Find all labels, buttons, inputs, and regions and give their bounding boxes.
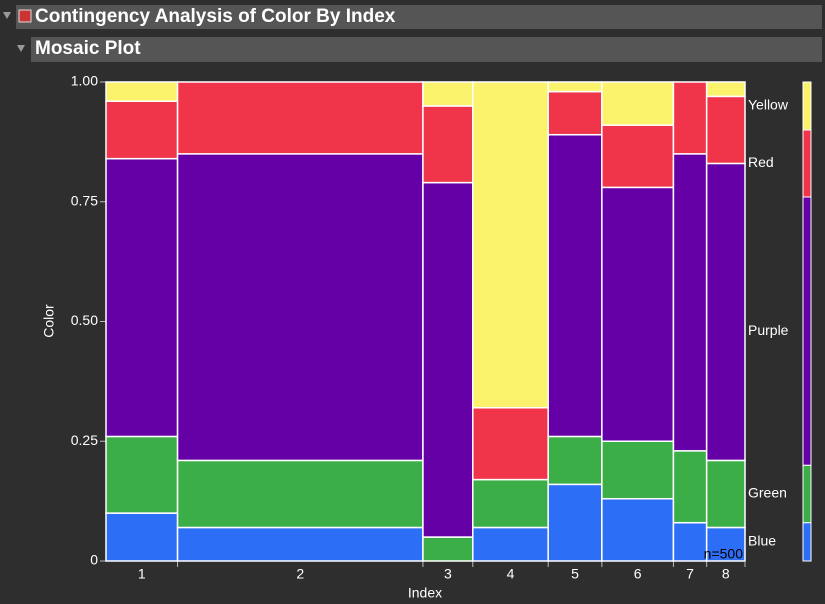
mosaic-cell	[601, 440, 675, 500]
collapse-icon[interactable]	[17, 45, 25, 52]
mosaic-cell	[672, 81, 708, 155]
mosaic-cell	[422, 81, 474, 107]
legend-label: Purple	[748, 322, 789, 338]
mosaic-cell	[472, 81, 549, 409]
legend-label: Green	[748, 485, 787, 501]
y-tick-label: 1.00	[71, 73, 98, 89]
x-tick-label: 7	[686, 566, 694, 582]
mosaic-cell	[547, 435, 603, 486]
mosaic-cell	[705, 162, 746, 462]
mosaic-cell	[705, 459, 746, 529]
mosaic-cell	[601, 124, 675, 189]
legend-label: Blue	[748, 533, 776, 549]
section-bar	[31, 37, 822, 62]
mosaic-cell	[547, 483, 603, 562]
mosaic-cell	[672, 521, 708, 562]
x-axis-title: Index	[408, 585, 442, 601]
margin-cell	[802, 464, 812, 524]
mosaic-cell	[105, 81, 179, 102]
section-title: Mosaic Plot	[35, 38, 141, 59]
mosaic-cell	[601, 497, 675, 562]
mosaic-cell	[601, 186, 675, 442]
chart-title: Contingency Analysis of Color By Index	[35, 6, 396, 27]
y-tick-label: 0.75	[71, 192, 98, 208]
menu-icon[interactable]	[18, 9, 32, 23]
mosaic-cell	[705, 81, 746, 98]
mosaic-cell	[176, 459, 424, 529]
y-tick-label: 0	[90, 552, 98, 568]
mosaic-cell	[422, 181, 474, 538]
mosaic-cell	[176, 526, 424, 562]
mosaic-cell	[472, 406, 549, 481]
y-tick-label: 0.50	[71, 312, 98, 328]
x-tick-label: 3	[444, 566, 452, 582]
x-tick-label: 1	[138, 566, 146, 582]
legend-label: Red	[748, 154, 774, 170]
mosaic-cell	[105, 512, 179, 562]
mosaic-cell	[547, 90, 603, 136]
margin-cell	[802, 81, 812, 131]
x-tick-label: 6	[634, 566, 642, 582]
mosaic-cell	[705, 95, 746, 165]
mosaic-cell	[547, 133, 603, 438]
margin-cell	[802, 129, 812, 198]
mosaic-cell	[105, 157, 179, 438]
mosaic-cell	[422, 105, 474, 184]
annotation: n=500	[704, 546, 744, 562]
y-axis-title: Color	[41, 304, 57, 338]
mosaic-cell	[601, 81, 675, 126]
margin-cell	[802, 196, 812, 466]
x-tick-label: 5	[571, 566, 579, 582]
mosaic-cell	[105, 100, 179, 160]
x-tick-label: 8	[722, 566, 730, 582]
mosaic-cell	[672, 153, 708, 452]
mosaic-cell	[422, 536, 474, 562]
mosaic-cell	[472, 478, 549, 529]
mosaic-cell	[705, 526, 746, 562]
mosaic-cell	[176, 81, 424, 155]
mosaic-cell	[547, 81, 603, 93]
y-tick-label: 0.25	[71, 432, 98, 448]
mosaic-cell	[176, 153, 424, 462]
margin-cell	[802, 522, 812, 562]
x-tick-label: 4	[507, 566, 515, 582]
mosaic-cell	[672, 450, 708, 524]
x-tick-label: 2	[296, 566, 304, 582]
mosaic-cell	[472, 526, 549, 562]
legend-label: Yellow	[748, 97, 789, 113]
collapse-icon[interactable]	[3, 12, 11, 19]
mosaic-cell	[105, 435, 179, 514]
title-bar	[16, 5, 822, 29]
